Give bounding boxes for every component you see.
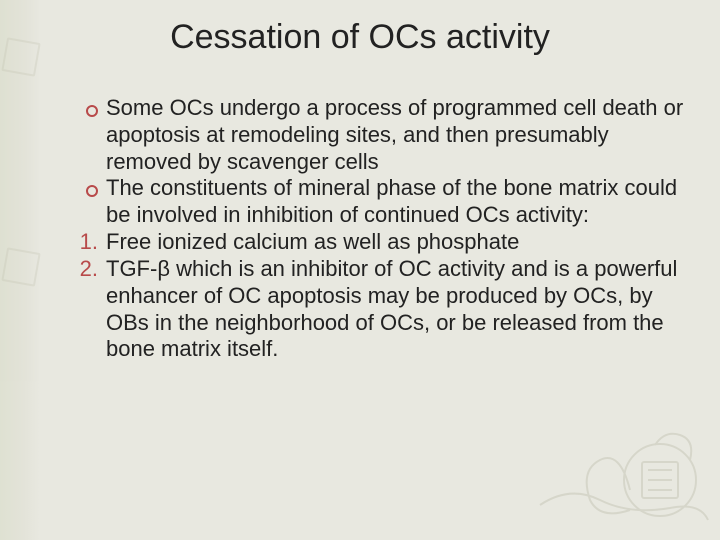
circle-bullet-icon (64, 175, 98, 202)
list-item: 1. Free ionized calcium as well as phosp… (64, 229, 698, 256)
circle-bullet-icon (64, 95, 98, 122)
list-item-text: Free ionized calcium as well as phosphat… (106, 229, 519, 254)
number-marker: 1. (64, 229, 98, 256)
list-item-text: TGF-β which is an inhibitor of OC activi… (106, 256, 677, 361)
bullet-list: Some OCs undergo a process of programmed… (64, 95, 698, 363)
decorative-watermark (530, 390, 710, 530)
list-item: Some OCs undergo a process of programmed… (64, 95, 698, 175)
slide-title: Cessation of OCs activity (0, 18, 720, 57)
decorative-left-border (0, 0, 40, 540)
slide-body: Some OCs undergo a process of programmed… (64, 95, 698, 363)
list-item-text: The constituents of mineral phase of the… (106, 175, 677, 227)
list-item: 2. TGF-β which is an inhibitor of OC act… (64, 256, 698, 363)
number-marker: 2. (64, 256, 98, 283)
list-item-text: Some OCs undergo a process of programmed… (106, 95, 683, 174)
list-item: The constituents of mineral phase of the… (64, 175, 698, 229)
